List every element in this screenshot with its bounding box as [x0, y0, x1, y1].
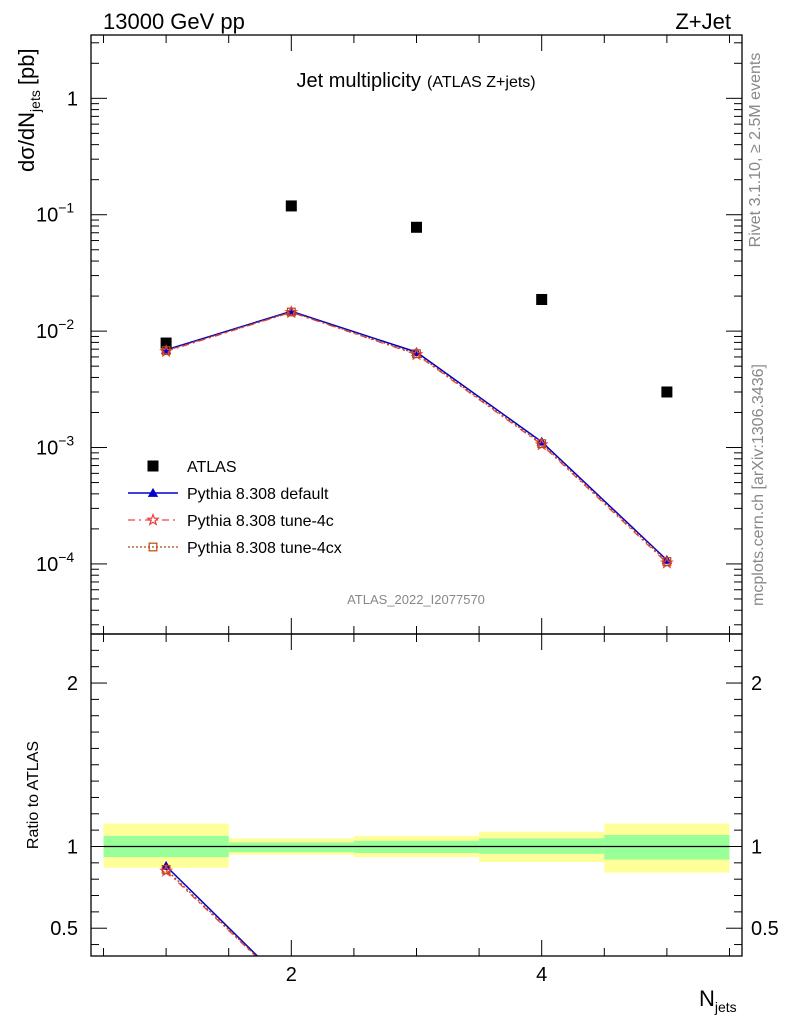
- legend-label: ATLAS: [187, 459, 237, 476]
- process-label: Z+Jet: [675, 9, 731, 34]
- ratio-ytick-label-right: 1: [751, 836, 762, 858]
- ratio-xtick-label: 2: [286, 964, 297, 986]
- main-panel: 1 10−1 10−2 10−3 10−4 Jet multiplicity (ATLA…: [14, 34, 743, 635]
- ratio-line-star: [165, 870, 257, 956]
- uncertainty-band-inner: [604, 835, 730, 860]
- ratio-ytick-label-left: 2: [67, 673, 78, 695]
- data-point-square: [536, 293, 548, 305]
- main-ytick-label: 10−1: [36, 200, 74, 227]
- legend-label: Pythia 8.308 default: [187, 486, 329, 503]
- chart-subtitle: (ATLAS Z+jets): [427, 74, 536, 91]
- data-point-square: [411, 221, 422, 233]
- main-ytick-label: 10−2: [36, 316, 74, 343]
- ratio-ytick-label-left: 0.5: [50, 918, 78, 940]
- analysis-watermark: ATLAS_2022_I2077570: [347, 592, 485, 607]
- main-ytick-label: 10−3: [36, 433, 74, 460]
- series-line-star: [165, 311, 668, 564]
- ratio-axes: 0.5 0.5 1 1 2 2 2 4: [50, 633, 779, 986]
- legend-marker: [147, 460, 159, 472]
- rivet-label: Rivet 3.1.10, ≥ 2.5M events: [747, 53, 764, 248]
- main-ytick-label: 10−4: [36, 549, 74, 576]
- data-point-open-square: [412, 349, 421, 359]
- ratio-line-triangle: [165, 865, 259, 956]
- ratio-line-open-square: [165, 868, 258, 956]
- legend-label: Pythia 8.308 tune-4c: [187, 513, 334, 530]
- chart-title: Jet multiplicity: [297, 70, 421, 92]
- mcplots-label: mcplots.cern.ch [arXiv:1306.3436]: [750, 364, 767, 606]
- legend-label: Pythia 8.308 tune-4cx: [187, 540, 342, 557]
- main-ytick-label: 1: [67, 88, 78, 110]
- ratio-point-open-square: [161, 864, 171, 874]
- data-point-open-square: [286, 307, 296, 317]
- uncertainty-band-inner: [228, 842, 354, 853]
- main-ylabel: dσ/dNjets[pb]: [14, 48, 43, 172]
- main-axes: 1 10−1 10−2 10−3 10−4: [36, 35, 742, 634]
- legend-marker: [146, 512, 160, 526]
- data-point-square: [661, 386, 673, 398]
- ratio-ytick-label-left: 1: [67, 836, 78, 858]
- energy-label: 13000 GeV pp: [103, 9, 245, 34]
- data-point-square: [285, 200, 297, 212]
- ratio-panel: 0.5 0.5 1 1 2 2 2 4 Ratio to ATLAS Njets: [25, 633, 779, 1015]
- ratio-xlabel: Njets: [699, 986, 737, 1015]
- data-point-open-square: [161, 346, 171, 356]
- ratio-ytick-label-right: 2: [751, 673, 762, 695]
- data-point-triangle: [411, 346, 422, 357]
- ratio-xtick-label: 4: [536, 964, 547, 986]
- legend-marker: [148, 542, 158, 552]
- ratio-marks: [103, 823, 730, 956]
- data-point-square: [160, 337, 172, 349]
- ratio-frame: [90, 633, 743, 957]
- data-point-open-square: [537, 439, 547, 449]
- main-marks: [159, 200, 674, 569]
- data-point-open-square: [662, 557, 672, 566]
- legend: ATLAS Pythia 8.308 default Pythia 8.308 tu…: [128, 459, 342, 557]
- ratio-ytick-label-right: 0.5: [751, 918, 779, 940]
- legend-marker: [147, 487, 159, 497]
- ratio-ylabel: Ratio to ATLAS: [25, 741, 42, 849]
